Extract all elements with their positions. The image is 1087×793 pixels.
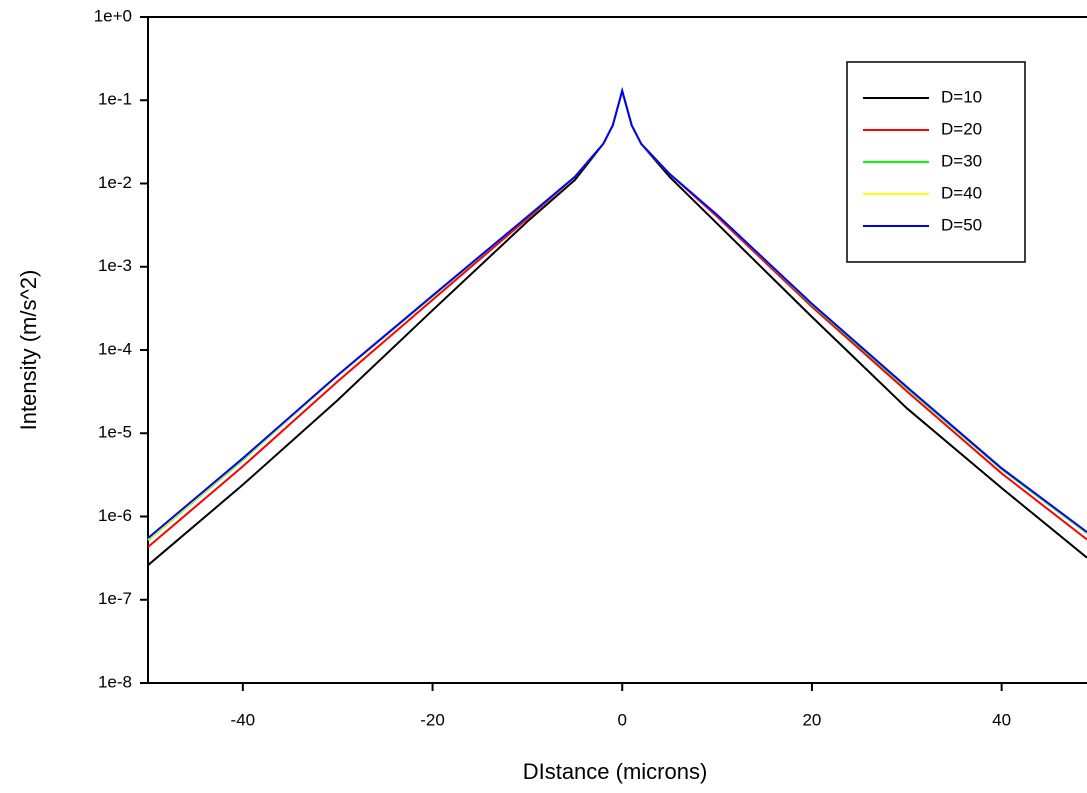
y-tick-label: 1e-8: [98, 672, 132, 691]
x-tick-label: 40: [992, 710, 1011, 729]
y-tick-label: 1e-4: [98, 339, 132, 358]
x-tick-label: -20: [420, 710, 445, 729]
legend-label: D=10: [941, 87, 982, 106]
x-tick-label: 20: [802, 710, 821, 729]
y-tick-label: 1e-3: [98, 256, 132, 275]
legend: D=10 D=20 D=30 D=40 D=50: [846, 61, 1026, 263]
y-tick-label: 1e-5: [98, 423, 132, 442]
legend-label: D=50: [941, 215, 982, 234]
y-tick-label: 1e-2: [98, 173, 132, 192]
x-tick-label: -40: [231, 710, 256, 729]
legend-label: D=30: [941, 151, 982, 170]
y-tick-label: 1e-1: [98, 90, 132, 109]
y-tick-label: 1e+0: [94, 6, 132, 25]
x-tick-label: 0: [618, 710, 627, 729]
y-tick-label: 1e-6: [98, 506, 132, 525]
legend-label: D=20: [941, 119, 982, 138]
y-tick-label: 1e-7: [98, 589, 132, 608]
x-axis-label: DIstance (microns): [523, 759, 708, 784]
data-line: [147, 87, 1087, 539]
y-axis-label: Intensity (m/s^2): [16, 270, 41, 431]
legend-label: D=40: [941, 183, 982, 202]
